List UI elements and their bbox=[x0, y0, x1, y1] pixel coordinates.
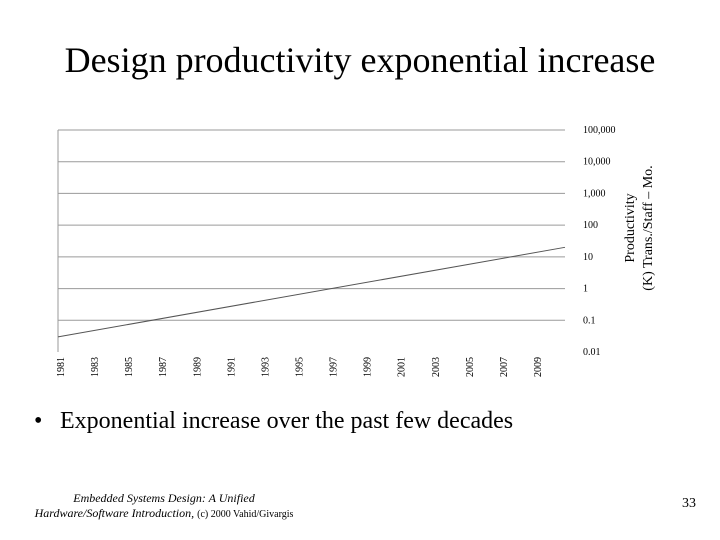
y-tick-label: 0.1 bbox=[583, 315, 596, 326]
page-number: 33 bbox=[682, 496, 696, 511]
y-tick-label: 1 bbox=[583, 284, 588, 295]
productivity-trend-line bbox=[57, 246, 566, 338]
x-tick-label: 2005 bbox=[465, 357, 476, 377]
x-tick-label: 1981 bbox=[56, 357, 67, 377]
y-tick-label: 10 bbox=[583, 252, 593, 263]
footer-line-1: Embedded Systems Design: A Unified bbox=[73, 491, 255, 505]
x-tick-label: 1985 bbox=[124, 357, 135, 377]
y-tick-label: 0.01 bbox=[583, 347, 601, 358]
y-tick-label: 10,000 bbox=[583, 157, 611, 168]
x-tick-label: 2009 bbox=[533, 357, 544, 377]
footer-book-part: Hardware/Software Introduction, bbox=[34, 506, 195, 520]
y-axis-label-line1: Productivity bbox=[623, 193, 638, 262]
y-tick-label: 1,000 bbox=[583, 188, 606, 199]
x-tick-label: 1983 bbox=[90, 357, 101, 377]
bullet-icon: • bbox=[34, 408, 43, 434]
y-tick-labels: 100,000 10,000 1,000 100 10 1 0.1 0.01 bbox=[583, 125, 616, 358]
x-tick-label: 2003 bbox=[431, 357, 442, 377]
slide-title: Design productivity exponential increase bbox=[64, 40, 656, 80]
chart-gridlines bbox=[57, 129, 565, 352]
y-tick-label: 100,000 bbox=[583, 125, 616, 136]
footer-line-2: Hardware/Software Introduction, (c) 2000… bbox=[14, 506, 314, 522]
bullet-point: • Exponential increase over the past few … bbox=[34, 406, 513, 436]
x-tick-label: 1999 bbox=[363, 357, 374, 377]
y-axis-label-line2: (K) Trans./Staff – Mo. bbox=[641, 165, 656, 290]
x-tick-labels: 1981 1983 1985 1987 1989 1991 1993 1995 1997 1999… bbox=[56, 357, 544, 377]
x-tick-label: 1995 bbox=[295, 357, 306, 377]
x-tick-label: 1987 bbox=[158, 357, 169, 377]
x-tick-label: 1989 bbox=[192, 357, 203, 377]
x-tick-label: 2001 bbox=[397, 357, 408, 377]
bullet-text: Exponential increase over the past few d… bbox=[60, 408, 514, 434]
x-tick-label: 1991 bbox=[226, 357, 237, 377]
x-tick-label: 2007 bbox=[499, 357, 510, 377]
footer-copyright: (c) 2000 Vahid/Givargis bbox=[197, 509, 294, 520]
x-tick-label: 1993 bbox=[260, 357, 271, 377]
x-tick-label: 1997 bbox=[329, 357, 340, 377]
footer-citation: Embedded Systems Design: A Unified Hardw… bbox=[14, 491, 314, 522]
y-tick-label: 100 bbox=[583, 220, 598, 231]
chart-series bbox=[57, 246, 566, 338]
